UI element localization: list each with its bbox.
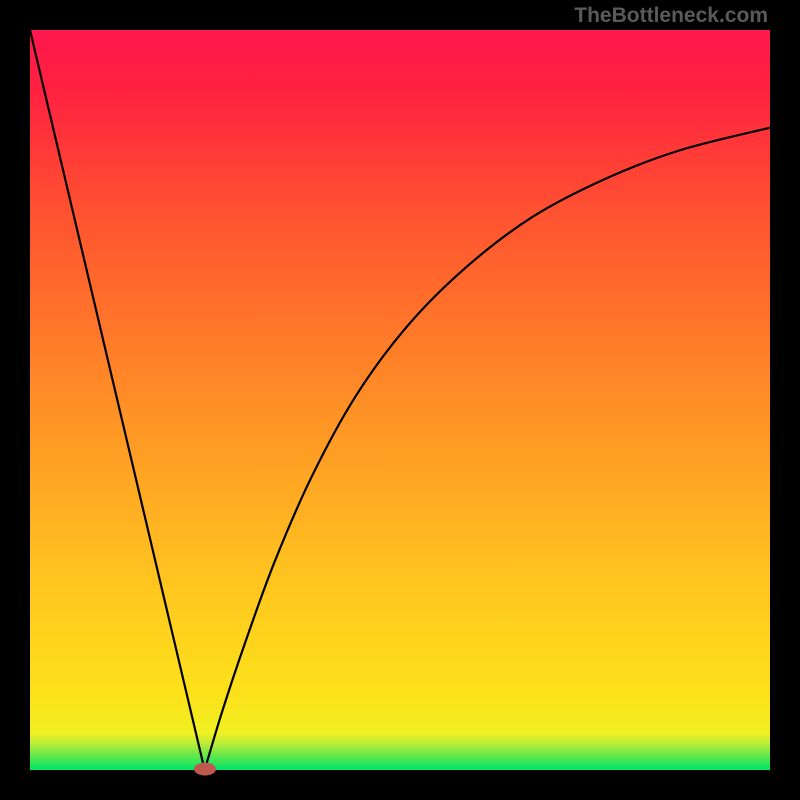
valley-marker	[194, 762, 216, 775]
plot-area	[30, 30, 770, 770]
curve-overlay	[30, 30, 770, 770]
bottleneck-curve	[30, 30, 770, 770]
watermark-text: TheBottleneck.com	[574, 4, 768, 28]
chart-container: TheBottleneck.com	[0, 0, 800, 800]
